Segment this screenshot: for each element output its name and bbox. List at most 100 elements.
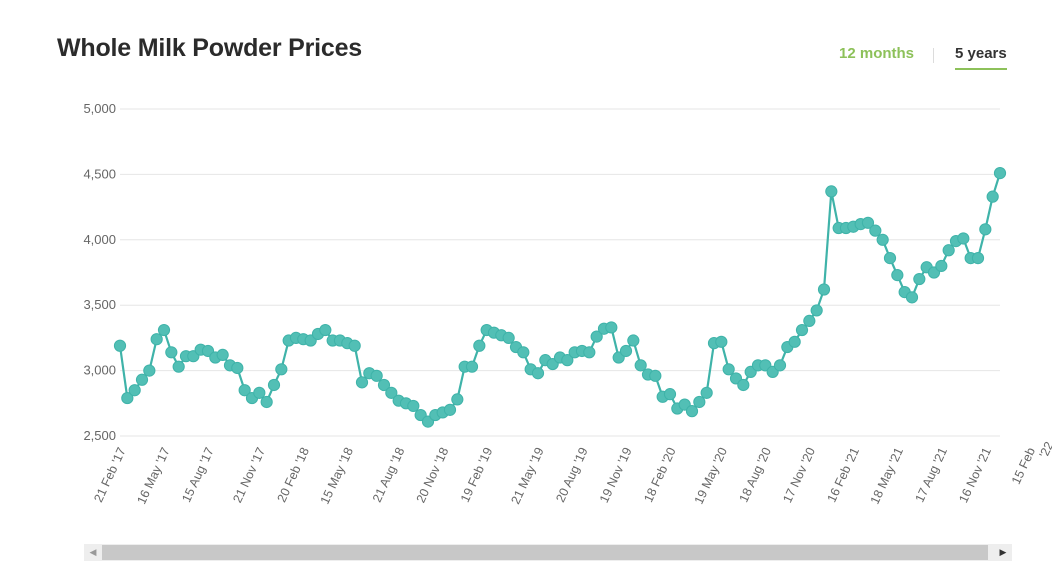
data-point[interactable] [121, 391, 134, 405]
data-point[interactable] [355, 376, 369, 389]
data-point[interactable] [700, 386, 713, 399]
scroll-left-arrow-icon[interactable]: ◀ [89, 547, 97, 557]
data-point[interactable] [385, 386, 398, 399]
data-point[interactable] [883, 252, 897, 265]
data-point[interactable] [157, 323, 171, 337]
data-point[interactable] [502, 331, 515, 344]
data-point[interactable] [216, 348, 229, 361]
tab-5-years[interactable]: 5 years [955, 45, 1007, 70]
data-point[interactable] [267, 378, 281, 392]
svg-text:18 Feb '20: 18 Feb '20 [641, 445, 679, 504]
data-point[interactable] [869, 224, 882, 237]
data-point[interactable] [979, 223, 992, 236]
data-point[interactable] [876, 233, 889, 246]
scroll-right-arrow-icon[interactable]: ▶ [999, 547, 1007, 557]
svg-text:20 Nov '18: 20 Nov '18 [414, 445, 452, 505]
scroll-thumb[interactable] [102, 545, 988, 560]
data-point[interactable] [253, 386, 266, 399]
data-point[interactable] [825, 185, 838, 198]
data-point[interactable] [817, 283, 831, 296]
data-point[interactable] [377, 378, 391, 392]
data-point[interactable] [150, 333, 163, 346]
svg-text:16 Nov '21: 16 Nov '21 [956, 445, 994, 505]
data-point[interactable] [957, 232, 970, 245]
data-point[interactable] [370, 369, 383, 382]
data-point[interactable] [627, 334, 640, 347]
svg-text:21 Aug '18: 21 Aug '18 [370, 445, 408, 504]
data-point[interactable] [942, 244, 955, 257]
svg-text:16 Feb '21: 16 Feb '21 [825, 445, 863, 504]
data-point[interactable] [238, 384, 251, 397]
svg-text:19 May '20: 19 May '20 [692, 445, 730, 506]
data-point[interactable] [715, 335, 728, 348]
data-point[interactable] [605, 321, 618, 334]
data-point[interactable] [993, 166, 1007, 180]
svg-text:15 Aug '17: 15 Aug '17 [179, 445, 217, 504]
data-point[interactable] [913, 272, 926, 286]
x-tick-label: 16 May '17 [134, 445, 172, 506]
data-point[interactable] [517, 346, 530, 359]
data-point[interactable] [590, 330, 603, 343]
data-point[interactable] [737, 378, 750, 392]
data-point[interactable] [531, 367, 545, 380]
svg-text:17 Nov '20: 17 Nov '20 [780, 445, 818, 505]
data-point[interactable] [810, 304, 823, 317]
data-point[interactable] [788, 335, 801, 348]
data-point[interactable] [905, 291, 919, 304]
x-tick-label: 21 Nov '17 [230, 445, 268, 505]
data-point[interactable] [165, 346, 178, 359]
data-point[interactable] [663, 388, 677, 401]
data-point[interactable] [231, 361, 244, 375]
data-point[interactable] [451, 393, 464, 406]
svg-text:19 Feb '19: 19 Feb '19 [458, 445, 496, 504]
data-point[interactable] [465, 360, 479, 373]
price-chart: 2,500 3,000 3,500 4,000 4,500 5,000 21 Feb '1… [83, 101, 1052, 506]
data-point[interactable] [971, 252, 985, 265]
horizontal-scrollbar[interactable]: ◀ ▶ [84, 544, 1012, 561]
data-point[interactable] [634, 359, 647, 372]
data-point[interactable] [135, 373, 149, 386]
x-tick-label: 21 May '19 [508, 445, 546, 506]
data-point[interactable] [113, 339, 127, 352]
series-line [118, 172, 1002, 423]
data-point[interactable] [803, 314, 816, 327]
data-point[interactable] [891, 269, 904, 282]
data-point[interactable] [722, 363, 735, 376]
data-point[interactable] [685, 405, 699, 418]
data-point[interactable] [773, 359, 787, 372]
x-tick-label: 19 Nov '19 [597, 445, 635, 505]
data-point[interactable] [986, 190, 999, 203]
data-point[interactable] [583, 346, 596, 359]
data-point[interactable] [128, 384, 141, 397]
y-tick-label: 4,500 [83, 166, 116, 181]
x-tick-label: 20 Nov '18 [414, 445, 452, 505]
data-point[interactable] [443, 403, 457, 416]
svg-text:15 May '18: 15 May '18 [318, 445, 356, 506]
data-point[interactable] [348, 339, 361, 352]
data-points [113, 166, 1007, 428]
data-point[interactable] [407, 399, 420, 413]
data-point[interactable] [619, 344, 633, 358]
data-point[interactable] [861, 216, 875, 229]
y-tick-label: 3,000 [83, 363, 116, 378]
data-point[interactable] [172, 360, 185, 373]
data-point[interactable] [143, 364, 156, 377]
x-tick-label: 19 Feb '19 [458, 445, 496, 504]
y-tick-label: 5,000 [83, 101, 116, 116]
tab-12-months[interactable]: 12 months [839, 45, 915, 62]
data-point[interactable] [693, 395, 706, 409]
page-title: Whole Milk Powder Prices [57, 34, 363, 62]
x-tick-label: 18 Feb '20 [641, 445, 679, 504]
data-point[interactable] [935, 259, 948, 273]
svg-text:21 Feb '17: 21 Feb '17 [91, 445, 129, 504]
data-point[interactable] [319, 323, 332, 337]
x-axis-labels: 21 Feb '17 16 May '17 15 Aug '17 21 Nov '17… [91, 439, 1052, 506]
data-point[interactable] [275, 363, 288, 376]
data-point[interactable] [649, 369, 662, 382]
data-point[interactable] [561, 354, 574, 367]
svg-text:21 Nov '17: 21 Nov '17 [230, 445, 268, 505]
data-point[interactable] [473, 339, 486, 352]
data-point[interactable] [260, 395, 273, 409]
svg-text:19 Nov '19: 19 Nov '19 [597, 445, 635, 505]
data-point[interactable] [795, 323, 809, 337]
